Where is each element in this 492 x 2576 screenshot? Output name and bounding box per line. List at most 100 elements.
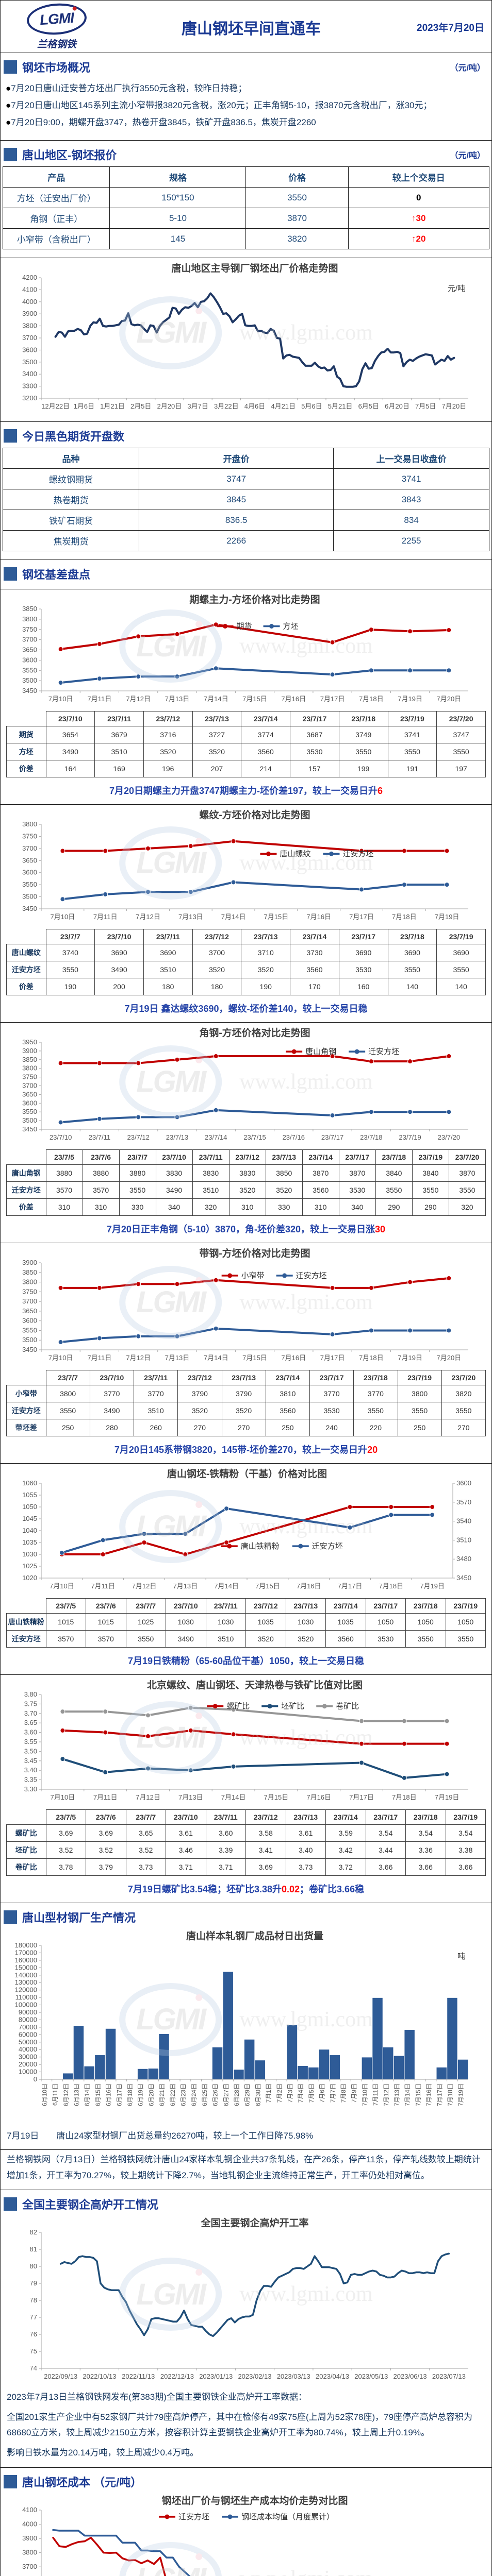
svg-text:3700: 3700 (22, 1082, 37, 1090)
data-point (347, 1504, 353, 1510)
bar (223, 1972, 233, 2080)
column-header: 23/7/5 (45, 1149, 83, 1165)
svg-text:7月9日: 7月9日 (351, 2083, 358, 2103)
svg-text:7月19日: 7月19日 (435, 913, 460, 921)
cell-value: 3830 (228, 1164, 266, 1182)
section-cost: 唐山钢坯成本 （元/吨） 320033003400350036003700380… (1, 2467, 491, 2576)
svg-text:2022/10/13: 2022/10/13 (83, 2372, 116, 2380)
cell-value: 207 (192, 760, 242, 778)
column-header: 价格 (245, 166, 349, 188)
svg-text:3600: 3600 (22, 656, 37, 664)
table-row: 价差 190 200 180 180 190 170 160 140 140 (6, 978, 486, 996)
series-line (61, 1730, 448, 1745)
cell-value: 250 (45, 1419, 90, 1437)
cell-value: 3490 (166, 1630, 206, 1648)
table-header-row: 23/7/7 23/7/10 23/7/11 23/7/12 23/7/13 23/7/1… (7, 929, 486, 945)
svg-text:3900: 3900 (22, 1047, 37, 1055)
corner-cell (7, 1810, 46, 1825)
cell-value: 190 (45, 978, 95, 996)
svg-text:7月17日: 7月17日 (338, 1582, 363, 1590)
angle-vs-billet-table: 23/7/5 23/7/6 23/7/7 23/7/10 23/7/11 23/7/12 2… (1, 1149, 491, 1216)
cell-variety: 焦炭期货 (2, 530, 140, 552)
column-header: 上一交易日收盘价 (333, 448, 489, 469)
cell-product: 小窄带（含税出厂） (2, 228, 110, 250)
cell-value: 3550 (445, 1630, 486, 1648)
table-row: 迁安方坯 3570 3570 3550 3490 3510 3520 3520 3560 3530… (6, 1630, 486, 1648)
column-header: 23/7/20 (436, 711, 486, 727)
svg-text:7月14日: 7月14日 (204, 695, 228, 703)
column-header: 23/7/17 (290, 711, 339, 727)
data-point (347, 1525, 353, 1531)
cell-value: 3510 (143, 961, 193, 979)
svg-text:2023/07/13: 2023/07/13 (432, 2372, 466, 2380)
svg-text:3450: 3450 (456, 1574, 471, 1582)
svg-text:7月5日: 7月5日 (415, 402, 436, 410)
cell-value: 3741 (387, 726, 437, 744)
data-point (359, 1718, 364, 1724)
data-point (446, 628, 452, 633)
page-title: 唐山钢坯早间直通车 (182, 20, 321, 38)
svg-text:23/7/10: 23/7/10 (50, 1133, 72, 1141)
svg-text:6月17日: 6月17日 (116, 2083, 123, 2106)
data-point (145, 1766, 151, 1771)
angle-vs-billet-block: 3450 3500 3550 3600 3650 3700 3750 3800 3850 3900… (1, 1022, 491, 1243)
production-text-1: 7月19日 唐山24家型材钢厂出货总量约26270吨，较上一个工作日降75.98… (1, 2126, 491, 2150)
cell-value: 3.59 (325, 1824, 366, 1842)
cell-value: 3.71 (205, 1858, 246, 1876)
svg-text:1055: 1055 (22, 1491, 37, 1499)
ironpowder-vs-billet-chart: 1020 1025 1030 1035 1040 1045 1050 1055 1060 3450… (6, 1466, 486, 1597)
svg-text:7月16日: 7月16日 (281, 695, 306, 703)
cell-value: 214 (241, 760, 291, 778)
cell-value: 330 (119, 1198, 156, 1216)
svg-text:7月15日: 7月15日 (242, 695, 267, 703)
cell-value: 220 (353, 1419, 398, 1437)
svg-text:带钢-方坯价格对比走势图: 带钢-方坯价格对比走势图 (199, 1247, 310, 1259)
svg-text:唐山角钢: 唐山角钢 (305, 1048, 336, 1057)
section-square-icon (4, 2197, 17, 2211)
svg-text:3450: 3450 (22, 687, 37, 694)
column-header: 23/7/13 (285, 1809, 326, 1825)
column-header: 23/7/11 (205, 1598, 246, 1614)
data-point (368, 1328, 374, 1333)
cell-value: 3520 (221, 1402, 266, 1420)
cell-value: 3560 (325, 1630, 366, 1648)
column-header: 23/7/17 (338, 929, 388, 945)
table-row: 角钢（正丰） 5-10 3870 ↑30 (2, 208, 489, 229)
data-point (231, 1732, 236, 1737)
cell-value: 3550 (387, 961, 437, 979)
svg-text:2022/12/13: 2022/12/13 (160, 2372, 194, 2380)
cell-value: 3.38 (445, 1841, 486, 1859)
data-point (224, 1540, 229, 1546)
cell-value: 196 (143, 760, 193, 778)
svg-text:7月11日: 7月11日 (93, 1793, 118, 1801)
caption-text: 7月20日期螺主力开盘3747期螺主力-坯价差197，较上一交易日升 (109, 786, 378, 796)
caption-text: ；卷矿比3.66稳 (300, 1884, 365, 1895)
data-point (60, 896, 65, 902)
data-point (58, 1060, 63, 1066)
cell-value: 1015 (86, 1613, 126, 1631)
svg-text:1045: 1045 (22, 1515, 37, 1522)
column-header: 开盘价 (139, 448, 334, 469)
svg-text:3500: 3500 (22, 1117, 37, 1125)
cell-value: 3520 (241, 961, 291, 979)
data-point (58, 1285, 63, 1291)
svg-text:6月28日: 6月28日 (233, 2083, 240, 2106)
data-point (96, 1116, 102, 1122)
cell-value: 3.40 (285, 1841, 326, 1859)
svg-text:3.75: 3.75 (24, 1700, 37, 1708)
svg-text:7月20日: 7月20日 (437, 1354, 462, 1362)
data-point (407, 1059, 413, 1064)
cell-value: 3690 (143, 944, 193, 962)
svg-text:4200: 4200 (22, 274, 37, 281)
cell-value: 3550 (436, 743, 486, 761)
data-point (213, 1326, 219, 1332)
table-row: 方坯（迁安出厂价） 150*150 3550 0 (2, 187, 489, 209)
section-header-overview: 钢坯市场概况 （元/吨） (1, 55, 491, 78)
bullet-item: ●7月20日9:00，期螺开盘3747，热卷开盘3845，铁矿开盘836.5，焦… (6, 117, 316, 128)
bar (404, 2030, 415, 2080)
data-point (231, 839, 236, 844)
svg-text:3800: 3800 (22, 615, 37, 623)
cell-value: 191 (387, 760, 437, 778)
data-point (430, 1512, 435, 1518)
